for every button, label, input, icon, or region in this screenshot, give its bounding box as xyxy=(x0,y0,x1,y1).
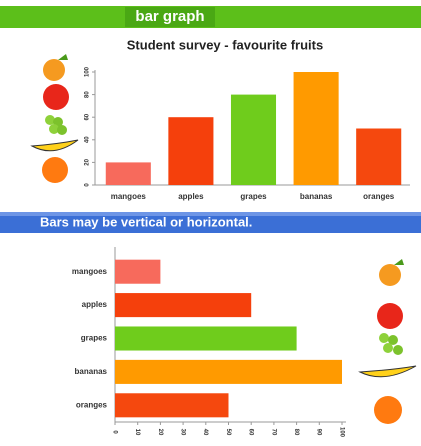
x-tick-label: apples xyxy=(178,192,204,201)
bar xyxy=(294,72,339,185)
y-tick-label: 60 xyxy=(85,113,91,120)
page: {"heading": "bar graph", "banner": "Bars… xyxy=(0,0,421,446)
x-tick-label: 60 xyxy=(248,429,254,436)
x-tick-label: oranges xyxy=(363,192,395,201)
y-tick-label: apples xyxy=(82,300,108,309)
infographic: bar graph Student survey - favourite fru… xyxy=(0,0,421,446)
y-tick-label: 0 xyxy=(85,183,91,187)
fruit-stack-right xyxy=(360,259,416,424)
fruit-stack-left xyxy=(32,54,78,183)
chart-title: Student survey - favourite fruits xyxy=(127,37,323,52)
x-tick-label: mangoes xyxy=(111,192,147,201)
y-tick-label: 80 xyxy=(85,91,91,98)
y-tick-label: grapes xyxy=(81,334,108,343)
x-tick-label: 80 xyxy=(293,429,299,436)
bar xyxy=(115,360,342,384)
heading: bar graph xyxy=(135,8,204,25)
bar xyxy=(115,326,297,350)
bar xyxy=(168,117,213,185)
y-tick-label: 100 xyxy=(85,66,91,77)
x-tick-label: 90 xyxy=(316,429,322,436)
bar xyxy=(356,129,401,186)
x-tick-label: 10 xyxy=(134,429,140,436)
y-tick-label: oranges xyxy=(76,400,108,409)
bar xyxy=(115,260,160,284)
bar xyxy=(106,162,151,185)
y-tick-label: bananas xyxy=(75,367,108,376)
bar xyxy=(115,393,229,417)
x-tick-label: grapes xyxy=(240,192,267,201)
y-tick-label: 40 xyxy=(85,136,91,143)
y-tick-label: mangoes xyxy=(72,267,108,276)
x-tick-label: 0 xyxy=(111,430,117,434)
x-tick-label: 50 xyxy=(225,429,231,436)
x-tick-label: 30 xyxy=(180,429,186,436)
bar xyxy=(115,293,251,317)
x-tick-label: 100 xyxy=(338,427,344,438)
x-tick-label: 40 xyxy=(202,429,208,436)
x-tick-label: 70 xyxy=(270,429,276,436)
x-tick-label: 20 xyxy=(157,429,163,436)
bar xyxy=(231,95,276,185)
x-tick-label: bananas xyxy=(300,192,333,201)
banner-text: Bars may be vertical or horizontal. xyxy=(40,214,252,229)
y-tick-label: 20 xyxy=(85,158,91,165)
